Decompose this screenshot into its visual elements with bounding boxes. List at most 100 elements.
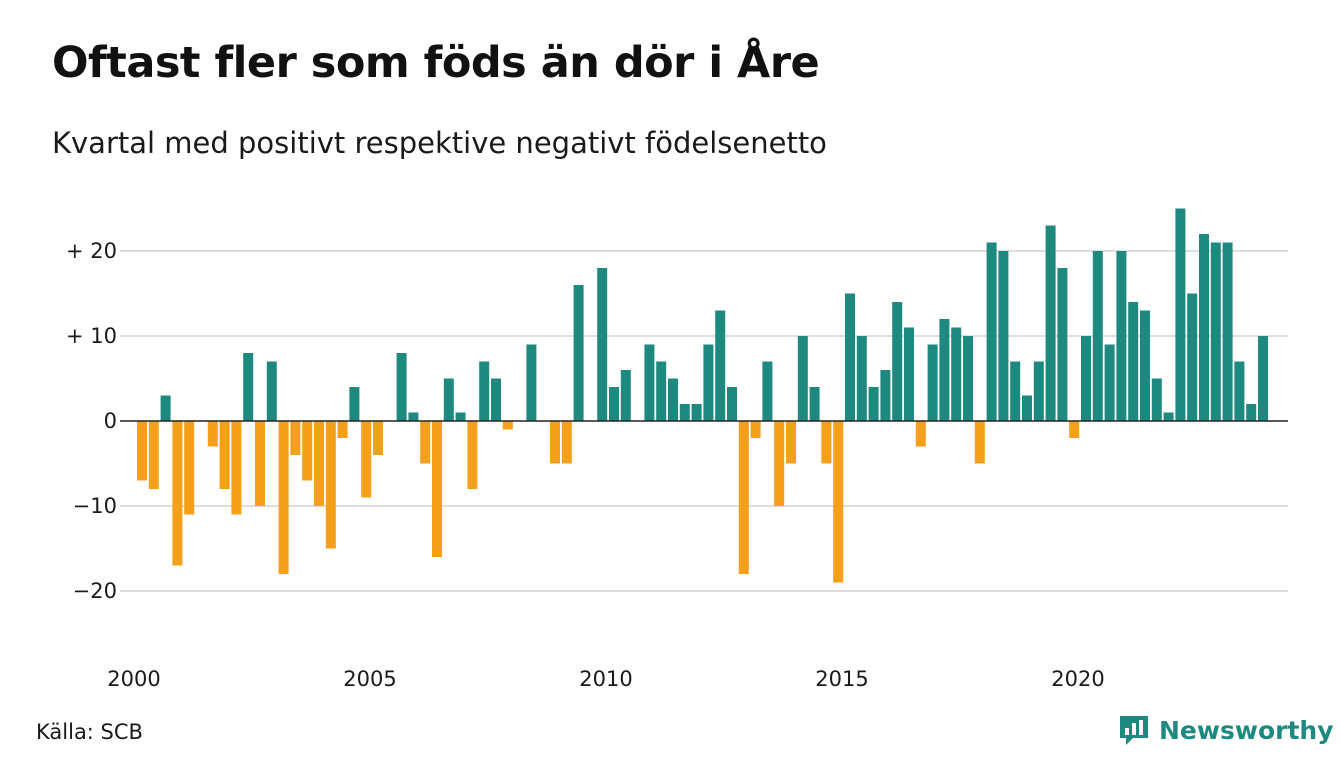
bar bbox=[148, 421, 159, 489]
bar bbox=[467, 421, 478, 489]
bar bbox=[786, 421, 796, 464]
bar bbox=[455, 412, 466, 421]
bar bbox=[290, 421, 301, 455]
bar bbox=[1199, 234, 1209, 421]
bar bbox=[550, 421, 560, 464]
source-note: Källa: SCB bbox=[36, 720, 143, 744]
bar bbox=[278, 421, 289, 574]
bar bbox=[644, 344, 655, 421]
chart-subtitle: Kvartal med positivt respektive negativt… bbox=[52, 126, 827, 160]
bar bbox=[845, 293, 855, 421]
bar bbox=[207, 421, 218, 447]
x-tick-label: 2020 bbox=[1051, 667, 1104, 691]
x-tick-label: 2000 bbox=[107, 667, 160, 691]
bar bbox=[1069, 421, 1080, 438]
bar bbox=[1234, 361, 1245, 421]
brand-logo: Newsworthy bbox=[1117, 713, 1334, 747]
bar bbox=[184, 421, 195, 515]
bar bbox=[821, 421, 832, 464]
bar bbox=[396, 353, 407, 421]
bar bbox=[715, 310, 726, 421]
x-tick-label: 2005 bbox=[343, 667, 396, 691]
bar bbox=[219, 421, 230, 489]
bar bbox=[1045, 225, 1056, 421]
bar bbox=[656, 361, 667, 421]
bar bbox=[1140, 310, 1150, 421]
bar bbox=[502, 421, 513, 430]
bar bbox=[1151, 378, 1162, 421]
bar bbox=[927, 344, 938, 421]
y-tick-label: + 10 bbox=[66, 324, 117, 348]
bar bbox=[1010, 361, 1021, 421]
bar bbox=[609, 387, 619, 421]
bar bbox=[420, 421, 431, 464]
bar bbox=[325, 421, 336, 549]
bar bbox=[939, 319, 950, 421]
bar bbox=[597, 268, 608, 421]
bar bbox=[868, 387, 879, 421]
bar bbox=[679, 404, 690, 421]
bar bbox=[1022, 395, 1032, 421]
chart-title: Oftast fler som föds än dör i Åre bbox=[52, 38, 820, 88]
newsworthy-logo-icon bbox=[1120, 716, 1148, 745]
brand-name: Newsworthy bbox=[1159, 715, 1334, 745]
bar bbox=[892, 302, 903, 421]
bar bbox=[231, 421, 242, 515]
bar bbox=[302, 421, 313, 481]
bar bbox=[337, 421, 348, 438]
bar bbox=[1081, 336, 1091, 421]
bar bbox=[986, 242, 997, 421]
y-tick-label: −20 bbox=[73, 579, 117, 603]
bar bbox=[833, 421, 844, 583]
y-tick-label: + 20 bbox=[66, 239, 117, 263]
bar bbox=[349, 387, 360, 421]
bar bbox=[432, 421, 442, 557]
bar bbox=[1210, 242, 1221, 421]
bar bbox=[137, 421, 147, 481]
bar bbox=[1163, 412, 1174, 421]
bar bbox=[266, 361, 277, 421]
bar bbox=[479, 361, 490, 421]
bar-chart: + 20 + 10 0 −10 −20 2000 2005 2010 2015 2020 bbox=[66, 208, 1288, 691]
bar bbox=[1057, 268, 1068, 421]
bar bbox=[160, 395, 171, 421]
bar bbox=[573, 285, 584, 421]
bar bbox=[774, 421, 785, 506]
bar bbox=[1175, 208, 1186, 421]
bar bbox=[526, 344, 537, 421]
bar bbox=[762, 361, 773, 421]
y-tick-label: −10 bbox=[73, 494, 117, 518]
bar bbox=[750, 421, 761, 438]
bar bbox=[1092, 251, 1103, 421]
bar bbox=[1116, 251, 1127, 421]
y-tick-label: 0 bbox=[104, 409, 117, 433]
bar bbox=[915, 421, 926, 447]
bar bbox=[738, 421, 749, 574]
bar bbox=[797, 336, 808, 421]
bar bbox=[561, 421, 572, 464]
x-tick-label: 2015 bbox=[815, 667, 868, 691]
bar bbox=[361, 421, 372, 498]
x-tick-label: 2010 bbox=[579, 667, 632, 691]
bar bbox=[373, 421, 383, 455]
bar bbox=[951, 327, 962, 421]
bar bbox=[668, 378, 678, 421]
bar bbox=[314, 421, 324, 506]
bar bbox=[974, 421, 985, 464]
bar bbox=[856, 336, 867, 421]
bar bbox=[1187, 293, 1198, 421]
bar bbox=[443, 378, 454, 421]
bar bbox=[809, 387, 820, 421]
bar bbox=[1104, 344, 1115, 421]
bar bbox=[255, 421, 265, 506]
bar bbox=[1258, 336, 1268, 421]
bar bbox=[1222, 242, 1233, 421]
bar bbox=[408, 412, 419, 421]
bar bbox=[691, 404, 702, 421]
bar bbox=[172, 421, 183, 566]
bar bbox=[703, 344, 714, 421]
bar bbox=[620, 370, 631, 421]
bar bbox=[1246, 404, 1257, 421]
bar bbox=[1128, 302, 1139, 421]
bar bbox=[727, 387, 737, 421]
